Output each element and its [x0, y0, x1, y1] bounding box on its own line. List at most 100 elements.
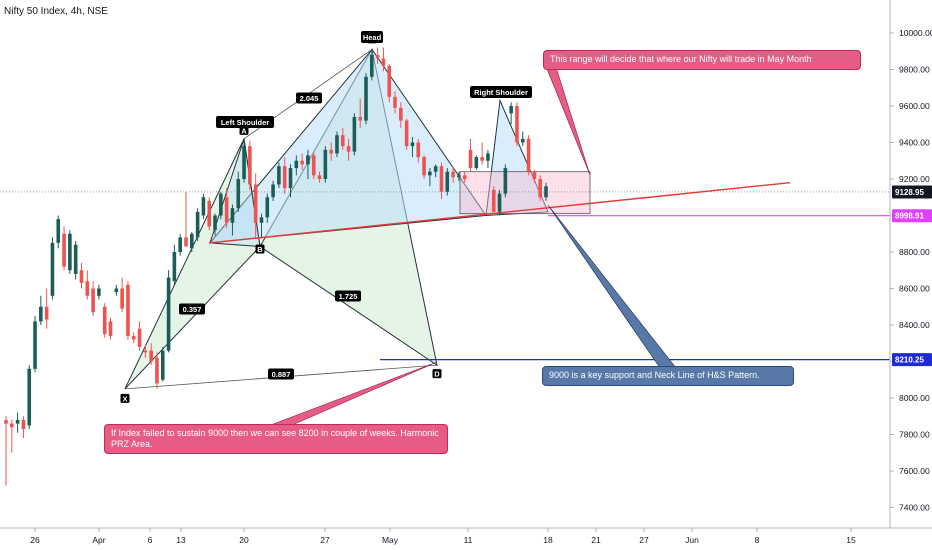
- point-label-d: D: [434, 370, 440, 379]
- candle-body: [358, 116, 362, 121]
- point-badge-a: [239, 125, 249, 135]
- ratio-badge: [335, 290, 361, 302]
- candle-body: [503, 168, 508, 194]
- candle-body: [126, 284, 130, 336]
- candle-body: [486, 153, 490, 161]
- candle-body: [195, 211, 200, 238]
- candle-body: [515, 106, 519, 143]
- candles: [4, 47, 548, 486]
- y-tick-label: 9200.00: [899, 174, 930, 184]
- pattern-lines: [0, 49, 890, 427]
- callout-may-range: [544, 63, 591, 176]
- pattern-name-badge: [361, 31, 383, 43]
- candle-body: [97, 288, 101, 296]
- candle-body: [190, 233, 194, 249]
- point-label-x: X: [122, 394, 127, 403]
- candle-body: [439, 166, 444, 192]
- candle-body: [253, 184, 258, 223]
- y-tick-label: 9600.00: [899, 101, 930, 111]
- candle-body: [143, 350, 148, 353]
- candle-body: [131, 335, 136, 340]
- pattern-fills: [124, 48, 591, 390]
- candle-body: [520, 138, 525, 143]
- candle-body: [288, 168, 293, 189]
- pattern-name-label: Left Shoulder: [221, 118, 269, 127]
- candle-body: [509, 106, 513, 114]
- pattern-name-badge: [216, 116, 274, 128]
- price-badge: [892, 353, 932, 367]
- candle-body: [137, 328, 142, 347]
- candle-body: [160, 350, 165, 380]
- candle-body: [491, 189, 496, 212]
- point-badge-b: [255, 244, 265, 254]
- annotation-prz[interactable]: If Index failed to sustain 9000 then we …: [104, 424, 448, 454]
- x-tick-label: Apr: [92, 535, 105, 545]
- y-tick-label: 7400.00: [899, 503, 930, 513]
- ratio-badge: [296, 92, 322, 104]
- price-badge: [892, 209, 932, 223]
- price-badge-label: 8998.91: [895, 212, 924, 221]
- candle-body: [207, 200, 212, 227]
- left-shoulder-area: [209, 138, 261, 248]
- point-label-a: A: [241, 126, 247, 135]
- y-tick-label: 8600.00: [899, 284, 930, 294]
- annotation-may-range[interactable]: This range will decide that where our Ni…: [543, 50, 861, 70]
- candle-body: [56, 219, 61, 243]
- x-tick-label: 27: [320, 535, 330, 545]
- price-badge: [892, 185, 932, 199]
- candle-body: [166, 277, 171, 351]
- x-tick-label: 11: [464, 535, 473, 545]
- candle-body: [265, 197, 270, 218]
- candle-body: [381, 58, 386, 66]
- x-tick-label: May: [382, 535, 399, 545]
- x-tick-label: 13: [176, 535, 186, 545]
- y-tick-label: 8000.00: [899, 393, 930, 403]
- candle-body: [178, 237, 182, 252]
- candle-body: [387, 65, 392, 97]
- candle-body: [242, 146, 246, 179]
- candle-body: [364, 76, 368, 121]
- candle-body: [114, 288, 119, 293]
- candle-body: [155, 357, 159, 384]
- candle-body: [4, 419, 8, 424]
- candle-body: [306, 155, 310, 165]
- ratio-label: 0.887: [272, 370, 291, 379]
- x-tick-label: 27: [639, 535, 649, 545]
- candle-body: [248, 146, 252, 185]
- candle-body: [445, 171, 450, 192]
- annotation-neckline[interactable]: 9000 is a key support and Neck Line of H…: [542, 366, 794, 386]
- candle-body: [497, 193, 502, 212]
- candle-body: [184, 237, 188, 247]
- candle-body: [79, 270, 84, 284]
- x-tick-label: 6: [148, 535, 153, 545]
- candle-body: [422, 157, 426, 176]
- candle-body: [230, 208, 235, 223]
- candle-body: [462, 175, 467, 179]
- x-tick-label: 8: [755, 535, 760, 545]
- x-tick-label: 18: [543, 535, 553, 545]
- ratio-label: 2.045: [300, 94, 319, 103]
- candle-body: [300, 160, 304, 165]
- candle-body: [433, 166, 438, 172]
- candle-body: [399, 107, 403, 121]
- y-tick-label: 9400.00: [899, 138, 930, 148]
- candle-body: [404, 120, 409, 147]
- candle-body: [50, 242, 55, 296]
- x-tick-label: 15: [846, 535, 856, 545]
- candle-body: [370, 54, 374, 77]
- candle-body: [457, 175, 461, 178]
- x-tick-label: Jun: [685, 535, 699, 545]
- chart-title: Nifty 50 Index, 4h, NSE: [4, 6, 108, 17]
- candle-body: [335, 135, 339, 154]
- y-tick-label: 8400.00: [899, 320, 930, 330]
- candle-body: [532, 171, 537, 179]
- candle-body: [39, 306, 43, 322]
- candle-body: [294, 160, 299, 169]
- point-label-b: B: [257, 245, 263, 254]
- candle-body: [201, 197, 206, 216]
- candle-body: [451, 171, 455, 178]
- x-tick-label: 26: [30, 535, 40, 545]
- candle-body: [91, 288, 95, 313]
- candle-body: [102, 306, 107, 335]
